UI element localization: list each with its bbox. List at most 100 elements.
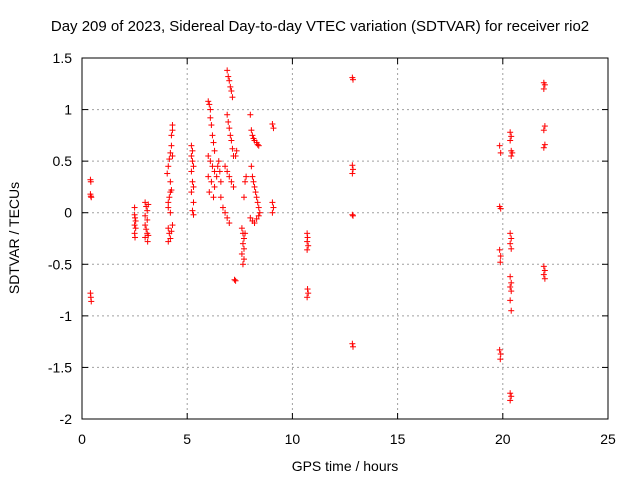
data-point — [217, 194, 224, 201]
data-point — [253, 215, 260, 222]
data-point — [231, 276, 238, 283]
data-point — [253, 194, 260, 201]
data-point — [205, 152, 212, 159]
data-point — [224, 111, 231, 118]
data-point — [349, 343, 356, 350]
data-point — [131, 222, 138, 229]
data-point — [252, 189, 259, 196]
data-point — [224, 67, 231, 74]
data-point — [349, 76, 356, 83]
data-point — [132, 217, 139, 224]
data-point — [211, 168, 218, 175]
data-point — [349, 340, 356, 347]
data-point — [229, 94, 236, 101]
x-tick-label: 15 — [390, 431, 406, 447]
data-point — [190, 163, 197, 170]
x-axis-ticks: 0 5 10 15 20 25 — [78, 58, 616, 447]
data-point — [508, 245, 515, 252]
data-point — [210, 194, 217, 201]
data-point — [188, 142, 195, 149]
data-point — [540, 271, 547, 278]
data-point — [270, 125, 277, 132]
data-point — [164, 170, 171, 177]
data-point — [496, 142, 503, 149]
data-point — [168, 228, 175, 235]
data-point — [304, 238, 311, 245]
y-axis-label: SDTVAR / TECUs — [6, 182, 22, 294]
data-point — [165, 225, 172, 232]
data-point — [169, 222, 176, 229]
data-point — [207, 106, 214, 113]
data-point — [209, 132, 216, 139]
data-point — [304, 294, 311, 301]
data-point — [497, 356, 504, 363]
x-tick-label: 5 — [183, 431, 191, 447]
data-point — [169, 127, 176, 134]
data-point — [349, 211, 356, 218]
data-point — [209, 163, 216, 170]
x-tick-label: 20 — [495, 431, 511, 447]
data-point — [190, 199, 197, 206]
data-point — [248, 163, 255, 170]
data-point — [239, 240, 246, 247]
y-axis-ticks: -2 -1.5 -1 -0.5 0 0.5 1 1.5 — [48, 50, 608, 427]
data-point — [227, 132, 234, 139]
data-point — [508, 133, 515, 140]
data-point — [270, 204, 277, 211]
data-point — [304, 246, 311, 253]
data-point — [88, 298, 95, 305]
data-point — [254, 141, 261, 148]
data-point — [190, 183, 197, 190]
data-point — [211, 147, 218, 154]
data-point — [144, 207, 151, 214]
data-point — [87, 178, 94, 185]
data-point — [132, 234, 139, 241]
data-point — [144, 216, 151, 223]
data-point — [232, 152, 239, 159]
data-point — [215, 158, 222, 165]
data-point — [188, 189, 195, 196]
data-point — [508, 279, 515, 286]
data-point — [497, 253, 504, 260]
data-point — [132, 214, 139, 221]
data-point — [248, 127, 255, 134]
data-point — [226, 220, 233, 227]
data-point — [507, 273, 514, 280]
data-point — [496, 346, 503, 353]
data-point — [168, 132, 175, 139]
data-point — [507, 230, 514, 237]
x-tick-label: 10 — [285, 431, 301, 447]
data-point — [217, 178, 224, 185]
data-point — [142, 222, 149, 229]
data-point — [227, 83, 234, 90]
data-point — [540, 144, 547, 151]
data-point — [508, 393, 515, 400]
data-point — [228, 88, 235, 95]
data-point — [256, 209, 263, 216]
data-point — [208, 122, 215, 129]
data-point — [228, 178, 235, 185]
data-point — [143, 226, 150, 233]
data-point — [242, 230, 249, 237]
data-point — [228, 137, 235, 144]
data-point — [507, 297, 514, 304]
x-tick-label: 0 — [78, 431, 86, 447]
data-point — [132, 225, 139, 232]
data-point — [508, 152, 515, 159]
data-point — [188, 168, 195, 175]
data-point — [541, 267, 548, 274]
data-point — [249, 173, 256, 180]
data-point — [229, 145, 236, 152]
data-points — [87, 67, 548, 404]
data-point — [190, 211, 197, 218]
grid-lines — [82, 58, 608, 419]
data-point — [167, 235, 174, 242]
data-point — [167, 178, 174, 185]
data-point — [269, 209, 276, 216]
data-point — [250, 178, 257, 185]
data-point — [304, 286, 311, 293]
data-point — [226, 125, 233, 132]
y-tick-label: -1 — [60, 308, 73, 324]
data-point — [219, 204, 226, 211]
